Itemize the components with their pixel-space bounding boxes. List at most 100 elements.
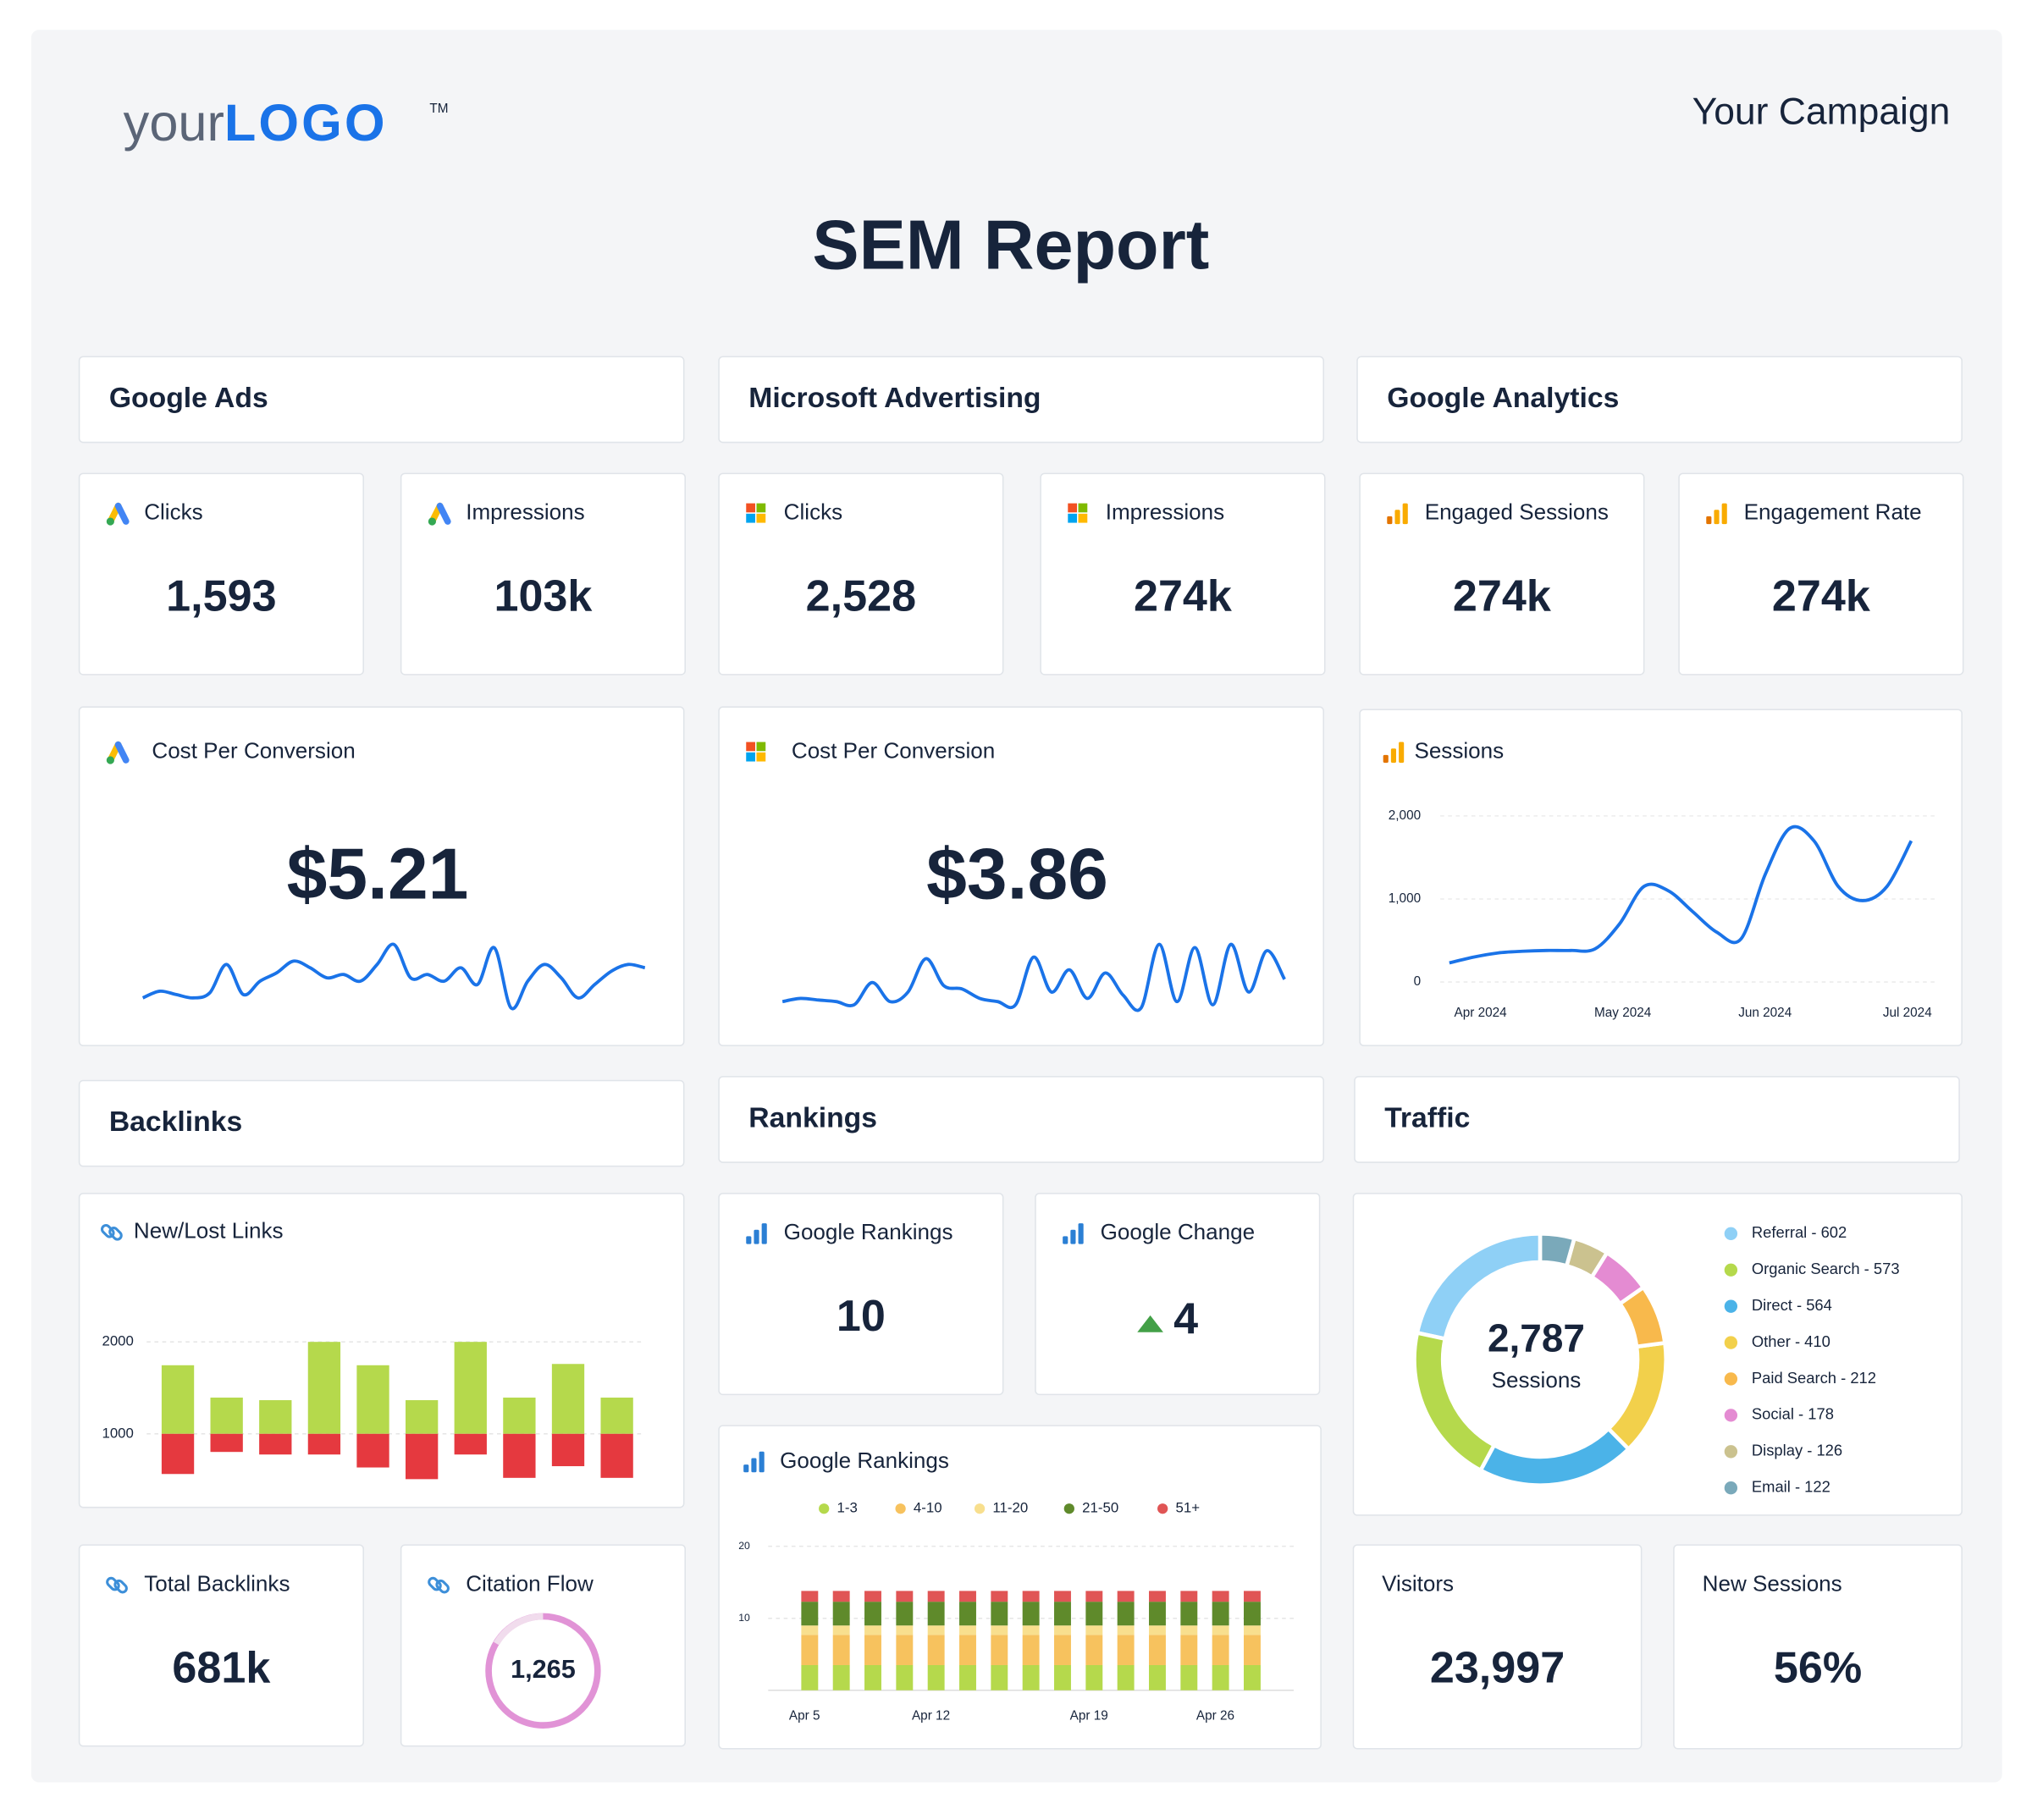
icon-part (106, 756, 114, 764)
bar-segment (1054, 1635, 1071, 1665)
cost-value: $3.86 (926, 834, 1108, 915)
bar-segment (1117, 1635, 1135, 1665)
icon-part (1078, 513, 1088, 523)
icon-part (1721, 503, 1727, 525)
kpi-label: New Sessions (1703, 1571, 1842, 1597)
icon-part (746, 513, 755, 523)
campaign: Your Campaign (1692, 91, 1951, 133)
icon-part (1070, 1229, 1076, 1244)
icon-part (746, 752, 755, 762)
chart-title: Google Rankings (780, 1448, 949, 1473)
icon-part (114, 741, 130, 764)
icon (106, 502, 130, 526)
card (1352, 1544, 1643, 1750)
cost-value: $5.21 (287, 834, 469, 915)
y-tick-label: 1000 (102, 1425, 133, 1441)
legend-label: 1-3 (837, 1500, 858, 1516)
chart-title: New/Lost Links (134, 1218, 284, 1244)
logo-mark: TM (429, 102, 448, 116)
y-tick-label: 10 (738, 1612, 750, 1624)
bar (405, 1400, 439, 1434)
bar-segment (1054, 1602, 1071, 1626)
card (1359, 472, 1645, 676)
bar-segment (832, 1664, 850, 1690)
icon (101, 1223, 123, 1241)
bar-segment (1212, 1591, 1229, 1602)
bar (161, 1433, 195, 1475)
bar-segment (1180, 1664, 1198, 1690)
legend-swatch (895, 1503, 906, 1514)
icon-part (751, 1458, 757, 1473)
legend-swatch (1724, 1445, 1738, 1459)
bar-segment (1022, 1602, 1040, 1626)
section-title: Traffic (1384, 1101, 1470, 1133)
bar-segment (1022, 1591, 1040, 1602)
x-tick-label: Apr 5 (789, 1708, 820, 1723)
report-title: SEM Report (812, 206, 1209, 284)
bar (307, 1342, 341, 1434)
icon-part (756, 513, 766, 523)
icon (1068, 503, 1088, 523)
bar-segment (991, 1625, 1008, 1635)
bar-segment (1244, 1664, 1261, 1690)
bar (503, 1398, 536, 1434)
icon (746, 503, 766, 523)
bar-segment (1212, 1664, 1229, 1690)
bar-segment (864, 1591, 881, 1602)
card (1035, 1193, 1321, 1396)
icon-part (1068, 503, 1078, 513)
icon-part (1387, 516, 1393, 525)
icon (1063, 1223, 1084, 1244)
card (1678, 472, 1964, 676)
icon (428, 502, 451, 526)
kpi-value: 103k (494, 572, 593, 621)
kpi-label: Google Rankings (784, 1219, 953, 1244)
card (1354, 1076, 1960, 1163)
legend-swatch (974, 1503, 986, 1514)
bar-segment (1117, 1602, 1135, 1626)
icon-part (756, 752, 766, 762)
kpi-label: Citation Flow (466, 1571, 594, 1597)
bar-segment (1212, 1602, 1229, 1626)
icon (746, 742, 766, 762)
bar-segment (959, 1635, 976, 1665)
bar-segment (927, 1625, 945, 1635)
y-tick-label: 0 (1414, 974, 1422, 989)
card (78, 706, 685, 1046)
bar-segment (801, 1635, 819, 1665)
bar-segment (991, 1591, 1008, 1602)
legend-swatch (1157, 1503, 1168, 1514)
icon-part (113, 1579, 128, 1594)
icon-part (1706, 516, 1712, 525)
bar-segment (801, 1602, 819, 1626)
logo-prefix: your (124, 94, 224, 152)
bar-segment (991, 1664, 1008, 1690)
icon-part (106, 517, 114, 526)
bar-segment (832, 1591, 850, 1602)
logo: yourLOGO (124, 94, 388, 152)
bar-segment (927, 1635, 945, 1665)
icon-part (1714, 510, 1720, 525)
bar-segment (1022, 1625, 1040, 1635)
legend-label: Social - 178 (1752, 1405, 1834, 1423)
bar-segment (1085, 1591, 1103, 1602)
icon (1706, 503, 1727, 525)
bar-segment (927, 1602, 945, 1626)
bar-segment (927, 1591, 945, 1602)
legend-swatch (1724, 1263, 1738, 1277)
kpi-value: 681k (172, 1644, 271, 1693)
kpi-label: Impressions (466, 499, 584, 525)
legend-label: 11-20 (992, 1500, 1028, 1516)
legend-label: 51+ (1175, 1500, 1200, 1516)
legend-swatch (1724, 1299, 1738, 1313)
bar-segment (864, 1635, 881, 1665)
bar (551, 1364, 585, 1434)
sparkline (141, 942, 646, 1011)
bar-segment (1212, 1625, 1229, 1635)
bar-segment (959, 1625, 976, 1635)
card (1673, 1544, 1963, 1750)
icon-part (1063, 1236, 1068, 1244)
bar-segment (959, 1602, 976, 1626)
bar-segment (832, 1635, 850, 1665)
